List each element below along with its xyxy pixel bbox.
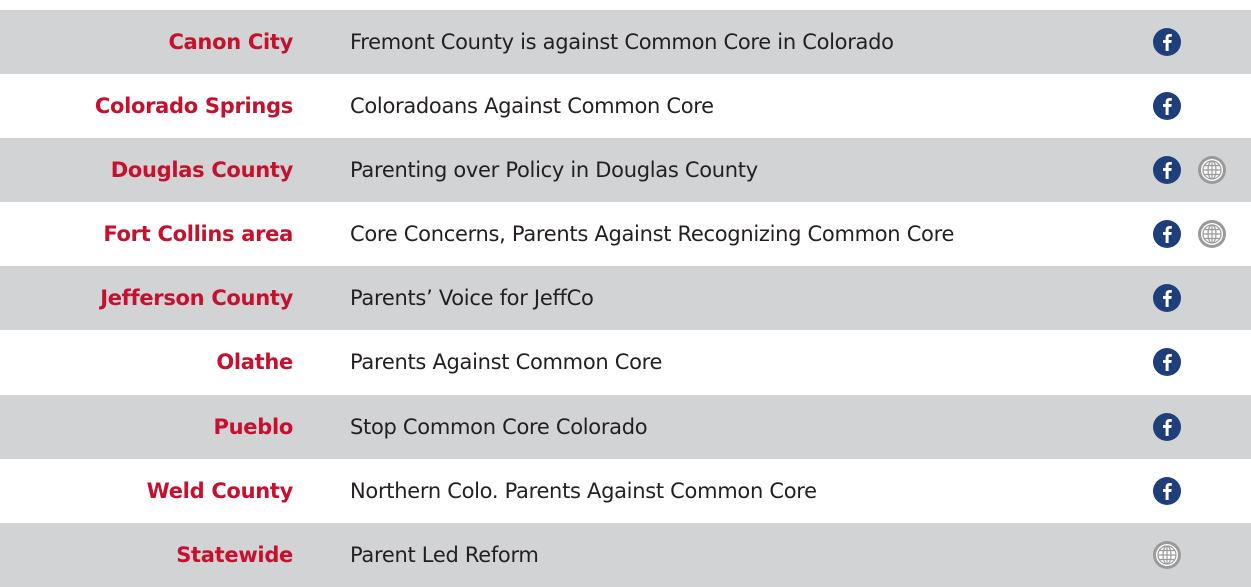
group-name: Fremont County is against Common Core in… [350, 30, 894, 54]
group-name: Parent Led Reform [350, 542, 539, 567]
row: Jefferson County Parents’ Voice for Jeff… [0, 266, 1251, 331]
facebook-link[interactable] [1152, 283, 1182, 313]
row: Olathe Parents Against Common Core [0, 330, 1251, 394]
group-name: Northern Colo. Parents Against Common Co… [350, 478, 817, 503]
group-name: Coloradoans Against Common Core [350, 94, 714, 119]
facebook-link[interactable] [1152, 27, 1182, 57]
row: Colorado Springs Coloradoans Against Com… [0, 74, 1251, 138]
group-list: Canon City Fremont County is against Com… [0, 10, 1251, 587]
row: Statewide Parent Led Reform [0, 522, 1251, 587]
location: Weld County [146, 478, 294, 503]
facebook-link[interactable] [1152, 412, 1182, 442]
group-name: Parents Against Common Core [350, 350, 663, 375]
location: Fort Collins area [103, 222, 293, 247]
facebook-link[interactable] [1152, 476, 1182, 506]
website-link[interactable] [1197, 219, 1227, 249]
facebook-link[interactable] [1152, 155, 1182, 185]
website-link[interactable] [1152, 540, 1182, 570]
location: Olathe [216, 350, 293, 375]
group-name: Parents’ Voice for JeffCo [350, 286, 594, 311]
row: Fort Collins area Core Concerns, Parents… [0, 202, 1251, 266]
location: Colorado Springs [94, 94, 293, 119]
row: Canon City Fremont County is against Com… [0, 10, 1251, 75]
row: Douglas County Parenting over Policy in … [0, 138, 1251, 203]
row: Weld County Northern Colo. Parents Again… [0, 459, 1251, 523]
facebook-link[interactable] [1152, 91, 1182, 121]
location: Pueblo [213, 414, 294, 439]
group-name: Stop Common Core Colorado [350, 414, 648, 439]
location: Douglas County [110, 158, 294, 183]
location: Canon City [168, 30, 293, 54]
facebook-link[interactable] [1152, 219, 1182, 249]
group-name: Core Concerns, Parents Against Recognizi… [350, 222, 955, 247]
group-name: Parenting over Policy in Douglas County [350, 158, 758, 183]
website-link[interactable] [1197, 155, 1227, 185]
location: Jefferson County [100, 286, 293, 311]
row: Pueblo Stop Common Core Colorado [0, 394, 1251, 459]
facebook-link[interactable] [1152, 347, 1182, 377]
location: Statewide [176, 542, 293, 567]
